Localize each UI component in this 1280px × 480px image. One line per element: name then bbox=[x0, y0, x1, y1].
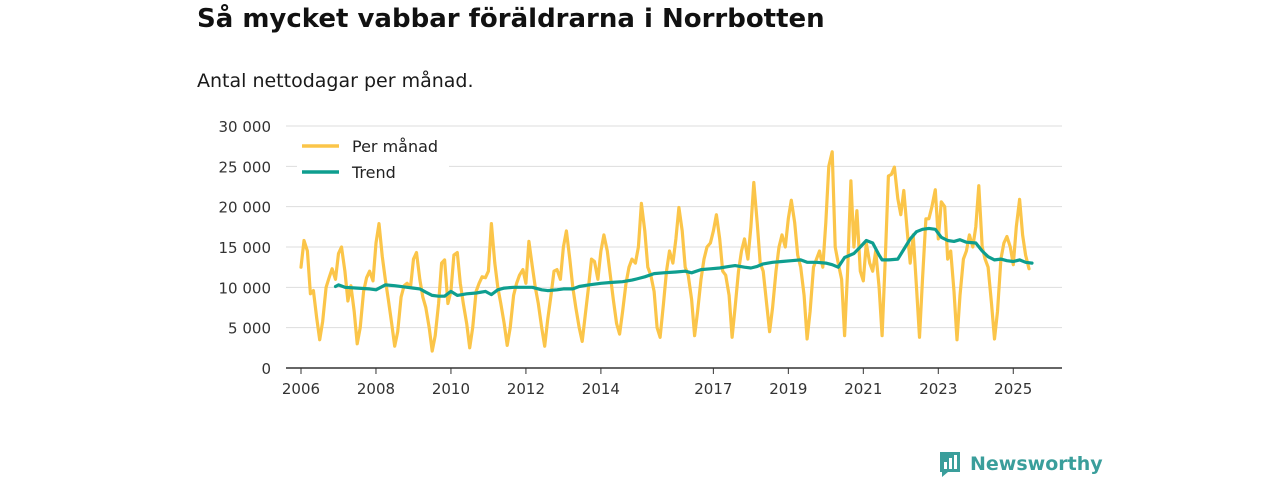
x-tick-label: 2008 bbox=[357, 380, 395, 398]
y-axis: 0 5 000 10 000 15 000 20 000 25 000 30 000 bbox=[219, 118, 272, 378]
x-tick-label: 2014 bbox=[582, 380, 620, 398]
x-tick-label: 2025 bbox=[994, 380, 1032, 398]
y-tick-label: 10 000 bbox=[219, 279, 272, 297]
y-tick-label: 20 000 bbox=[219, 199, 272, 217]
x-tick-label: 2012 bbox=[507, 380, 545, 398]
chart-subtitle: Antal nettodagar per månad. bbox=[197, 70, 474, 92]
x-tick-label: 2019 bbox=[769, 380, 807, 398]
chart-title: Så mycket vabbar föräldrarna i Norrbotte… bbox=[197, 4, 825, 34]
x-tick-label: 2021 bbox=[844, 380, 882, 398]
series-lines bbox=[299, 150, 1034, 353]
y-tick-label: 15 000 bbox=[219, 239, 272, 257]
series-line-trend bbox=[333, 226, 1034, 298]
y-tick-label: 25 000 bbox=[219, 158, 272, 176]
y-tick-label: 5 000 bbox=[228, 320, 271, 338]
series-line-per-manad bbox=[299, 150, 1031, 353]
x-tick-label: 2023 bbox=[919, 380, 957, 398]
legend: Per månad Trend bbox=[297, 131, 449, 186]
newsworthy-chart-icon bbox=[940, 452, 960, 477]
x-tick-label: 2010 bbox=[432, 380, 470, 398]
y-tick-label: 30 000 bbox=[219, 118, 272, 136]
x-tick-label: 2006 bbox=[282, 380, 320, 398]
legend-background bbox=[297, 131, 449, 186]
x-axis: 2006 2008 2010 2012 2014 2017 2019 2021 2023 2025 bbox=[282, 367, 1062, 398]
legend-label[interactable]: Trend bbox=[351, 163, 396, 182]
brand-name: Newsworthy bbox=[970, 453, 1103, 475]
legend-label[interactable]: Per månad bbox=[352, 137, 438, 156]
newsworthy-logo[interactable]: Newsworthy bbox=[938, 450, 1103, 478]
y-tick-label: 0 bbox=[261, 360, 271, 378]
x-tick-label: 2017 bbox=[694, 380, 732, 398]
